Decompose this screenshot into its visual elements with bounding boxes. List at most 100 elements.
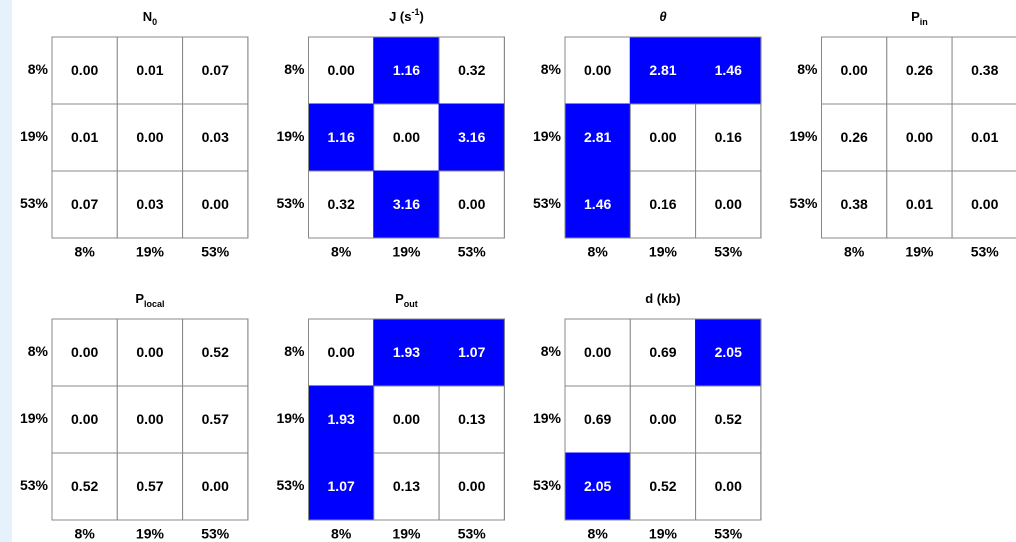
- cell-label: 0.38: [841, 196, 868, 212]
- heatmap-cell: [51, 36, 118, 105]
- y-tick-label: 53%: [533, 477, 562, 493]
- x-tick-label: 53%: [458, 526, 487, 542]
- heatmap-cell: [116, 385, 184, 454]
- cell-label: 0.01: [971, 129, 998, 145]
- cell-label: 2.05: [715, 344, 742, 360]
- title-part: J (s: [389, 9, 411, 24]
- cell-label: 0.00: [393, 411, 420, 427]
- x-tick-label: 8%: [75, 244, 96, 260]
- cell-label: 0.38: [971, 62, 998, 78]
- cell-label: 0.52: [649, 478, 676, 494]
- cell-label: 0.00: [649, 411, 676, 427]
- x-tick-label: 53%: [201, 526, 230, 542]
- heatmap-cell: [951, 170, 1016, 239]
- y-tick-label: 8%: [797, 61, 818, 77]
- cell-label: 1.16: [393, 62, 420, 78]
- panel-title: J (s-1): [389, 7, 424, 24]
- heatmap-cell: [564, 103, 631, 172]
- cell-label: 0.52: [71, 478, 98, 494]
- y-tick-label: 19%: [20, 410, 49, 426]
- title-part: P: [135, 291, 144, 306]
- cell-label: 0.01: [71, 129, 98, 145]
- cell-label: 0.00: [202, 478, 229, 494]
- y-tick-label: 53%: [276, 195, 305, 211]
- cell-label: 0.00: [328, 344, 355, 360]
- cell-label: 2.81: [584, 129, 611, 145]
- heatmap-cell: [373, 36, 440, 105]
- cell-label: 1.93: [328, 411, 355, 427]
- cell-label: 0.00: [906, 129, 933, 145]
- x-tick-label: 19%: [905, 244, 934, 260]
- grid-border: [564, 36, 762, 239]
- heatmap-cell: [182, 452, 249, 521]
- title-part: P: [911, 9, 920, 24]
- grid-border: [564, 318, 762, 521]
- heatmap-cell: [629, 36, 697, 105]
- cell-label: 3.16: [458, 129, 485, 145]
- title-part: local: [144, 299, 165, 309]
- cell-label: 0.00: [584, 62, 611, 78]
- x-tick-label: 8%: [331, 526, 352, 542]
- cell-label: 1.46: [584, 196, 611, 212]
- cell-label: 0.00: [393, 129, 420, 145]
- title-part: ): [419, 9, 423, 24]
- heatmap-cell: [51, 385, 118, 454]
- x-tick-label: 53%: [458, 244, 487, 260]
- cell-label: 0.00: [71, 344, 98, 360]
- heatmap-cell: [629, 452, 697, 521]
- heatmap-cell: [564, 385, 631, 454]
- heatmap-cell: [564, 318, 631, 387]
- y-tick-label: 8%: [541, 343, 562, 359]
- heatmap-cell: [629, 103, 697, 172]
- x-tick-label: 19%: [649, 526, 678, 542]
- y-tick-label: 19%: [789, 128, 818, 144]
- cell-label: 0.00: [584, 344, 611, 360]
- cell-label: 1.07: [328, 478, 355, 494]
- x-tick-label: 53%: [201, 244, 230, 260]
- heatmap-cell: [373, 385, 440, 454]
- x-tick-label: 8%: [588, 526, 609, 542]
- x-tick-label: 19%: [392, 244, 421, 260]
- cell-label: 0.00: [715, 196, 742, 212]
- heatmap-cell: [695, 385, 762, 454]
- heatmap-cell: [373, 170, 440, 239]
- cell-label: 0.32: [458, 62, 485, 78]
- heatmap-cell: [308, 103, 375, 172]
- heatmap-cell: [438, 385, 505, 454]
- heatmap-cell: [116, 452, 184, 521]
- heatmap-cell: [373, 103, 440, 172]
- heatmap-cell: [308, 36, 375, 105]
- grid-border: [308, 318, 505, 521]
- x-tick-label: 8%: [844, 244, 865, 260]
- cell-label: 0.69: [584, 411, 611, 427]
- title-part: -1: [411, 7, 419, 17]
- grid-border: [51, 36, 249, 239]
- y-tick-label: 8%: [541, 61, 562, 77]
- cell-label: 0.00: [328, 62, 355, 78]
- cell-label: 0.01: [136, 62, 163, 78]
- heatmap-cell: [886, 170, 953, 239]
- cell-label: 0.16: [649, 196, 676, 212]
- cell-label: 0.00: [136, 129, 163, 145]
- cell-label: 0.00: [136, 411, 163, 427]
- cell-label: 0.00: [458, 478, 485, 494]
- cell-label: 2.05: [584, 478, 611, 494]
- panel-title: Plocal: [135, 291, 164, 309]
- cell-label: 0.03: [202, 129, 229, 145]
- y-tick-label: 8%: [284, 343, 305, 359]
- y-tick-label: 53%: [789, 195, 818, 211]
- title-part: N: [143, 9, 152, 24]
- x-tick-label: 19%: [392, 526, 421, 542]
- x-tick-label: 19%: [649, 244, 678, 260]
- heatmap-cell: [438, 452, 505, 521]
- cell-label: 1.07: [458, 344, 485, 360]
- title-part: θ: [659, 9, 666, 24]
- y-tick-label: 53%: [276, 477, 305, 493]
- cell-label: 0.52: [715, 411, 742, 427]
- heatmap-cell: [116, 36, 184, 105]
- cell-label: 2.81: [649, 62, 676, 78]
- heatmap-cell: [629, 385, 697, 454]
- panel-title: Pin: [911, 9, 928, 27]
- cell-label: 0.16: [715, 129, 742, 145]
